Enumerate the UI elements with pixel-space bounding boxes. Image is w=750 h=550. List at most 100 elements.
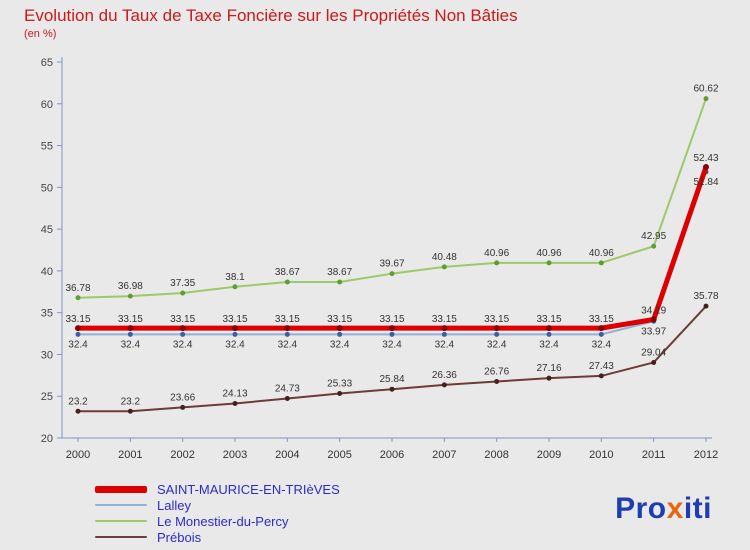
- x-tick-label: 2005: [327, 449, 351, 461]
- data-point: [232, 400, 238, 406]
- data-label: 32.4: [225, 339, 245, 350]
- data-label: 32.4: [278, 339, 298, 350]
- data-label: 38.67: [275, 267, 300, 278]
- data-point: [650, 316, 657, 323]
- data-point: [127, 325, 134, 332]
- data-label: 33.15: [275, 314, 300, 325]
- data-point: [703, 164, 709, 171]
- data-point: [337, 390, 343, 396]
- data-point: [598, 373, 604, 379]
- legend-item-monestier: Le Monestier-du-Percy: [95, 513, 340, 529]
- data-point: [75, 408, 81, 414]
- data-point: [389, 271, 395, 277]
- data-label: 33.15: [432, 314, 457, 325]
- logo-text-pro: Pro: [615, 492, 667, 525]
- data-point: [493, 325, 500, 332]
- data-point: [75, 325, 81, 332]
- data-label: 39.67: [379, 259, 404, 270]
- y-tick-label: 60: [41, 99, 53, 111]
- data-point: [232, 331, 238, 337]
- data-point: [389, 325, 395, 332]
- x-tick-label: 2004: [275, 449, 299, 461]
- data-point: [546, 331, 552, 337]
- data-point: [703, 303, 709, 309]
- data-point: [598, 260, 604, 266]
- data-point: [546, 375, 552, 381]
- data-label: 40.96: [484, 248, 509, 259]
- legend-label-lalley: Lalley: [157, 497, 191, 513]
- data-point: [127, 408, 133, 414]
- y-tick-label: 40: [41, 266, 53, 278]
- data-label: 33.15: [484, 314, 509, 325]
- data-point: [651, 359, 657, 365]
- page-title: Evolution du Taux de Taxe Foncière sur l…: [24, 6, 518, 25]
- legend-label-prebois: Prébois: [157, 529, 202, 545]
- data-point: [284, 325, 291, 332]
- legend-swatch-saint-maurice: [95, 485, 147, 493]
- logo-text-x: x: [666, 492, 684, 525]
- data-label: 33.97: [641, 326, 666, 337]
- data-label: 32.4: [121, 339, 141, 350]
- data-point: [389, 331, 395, 337]
- data-label: 25.33: [327, 378, 352, 389]
- data-point: [703, 96, 709, 102]
- logo-text-iti: iti: [683, 492, 712, 525]
- y-tick-label: 30: [41, 349, 53, 361]
- y-tick-label: 25: [41, 391, 53, 403]
- data-label: 34.19: [641, 305, 666, 316]
- data-point: [232, 325, 238, 332]
- data-point: [494, 331, 500, 337]
- data-label: 40.48: [432, 252, 457, 263]
- data-label: 35.78: [693, 291, 718, 302]
- y-tick-label: 35: [41, 308, 53, 320]
- data-label: 42.95: [641, 231, 666, 242]
- data-label: 40.96: [589, 248, 614, 259]
- data-point: [75, 295, 81, 301]
- data-point: [179, 325, 186, 332]
- data-point: [651, 243, 657, 249]
- legend-item-saint-maurice: SAINT-MAURICE-EN-TRIèVES: [95, 481, 340, 497]
- y-tick-label: 65: [41, 57, 53, 69]
- data-label: 33.15: [65, 314, 90, 325]
- data-point: [441, 325, 448, 332]
- data-point: [180, 331, 186, 337]
- data-label: 33.15: [222, 314, 247, 325]
- data-point: [232, 284, 238, 290]
- data-point: [127, 293, 133, 299]
- data-label: 32.4: [539, 339, 559, 350]
- data-label: 32.4: [487, 339, 507, 350]
- x-tick-label: 2006: [380, 449, 404, 461]
- tax-rate-line-chart: 20 25 30 35 40 45 50 55 60 65 2000 2001 2002 2003 2004…: [41, 57, 719, 461]
- data-point: [180, 290, 186, 296]
- data-label: 33.15: [589, 314, 614, 325]
- data-label: 24.73: [275, 383, 300, 394]
- page-subtitle: (en %): [24, 28, 57, 40]
- data-label: 33.15: [327, 314, 352, 325]
- x-tick-label: 2008: [484, 449, 508, 461]
- data-label: 23.66: [170, 392, 195, 403]
- data-label: 23.2: [68, 396, 88, 407]
- data-point: [389, 386, 395, 392]
- data-point: [494, 260, 500, 266]
- data-point: [337, 331, 343, 337]
- data-label: 33.15: [536, 314, 561, 325]
- data-point: [441, 382, 447, 388]
- data-label: 27.16: [536, 363, 561, 374]
- data-point: [441, 264, 447, 270]
- x-tick-label: 2000: [66, 449, 90, 461]
- x-tick-label: 2009: [537, 449, 561, 461]
- data-label: 33.15: [118, 314, 143, 325]
- y-tick-label: 50: [41, 182, 53, 194]
- data-label: 26.76: [484, 367, 509, 378]
- data-label: 32.4: [382, 339, 402, 350]
- data-label: 38.1: [225, 272, 245, 283]
- data-point: [546, 260, 552, 266]
- data-point: [284, 279, 290, 285]
- data-label: 32.4: [68, 339, 88, 350]
- legend: SAINT-MAURICE-EN-TRIèVES Lalley Le Mones…: [95, 481, 340, 545]
- data-label: 26.36: [432, 370, 457, 381]
- proxiti-logo[interactable]: Proxiti: [615, 492, 712, 526]
- x-tick-label: 2001: [118, 449, 142, 461]
- legend-swatch-lalley: [95, 504, 147, 506]
- data-point: [598, 331, 604, 337]
